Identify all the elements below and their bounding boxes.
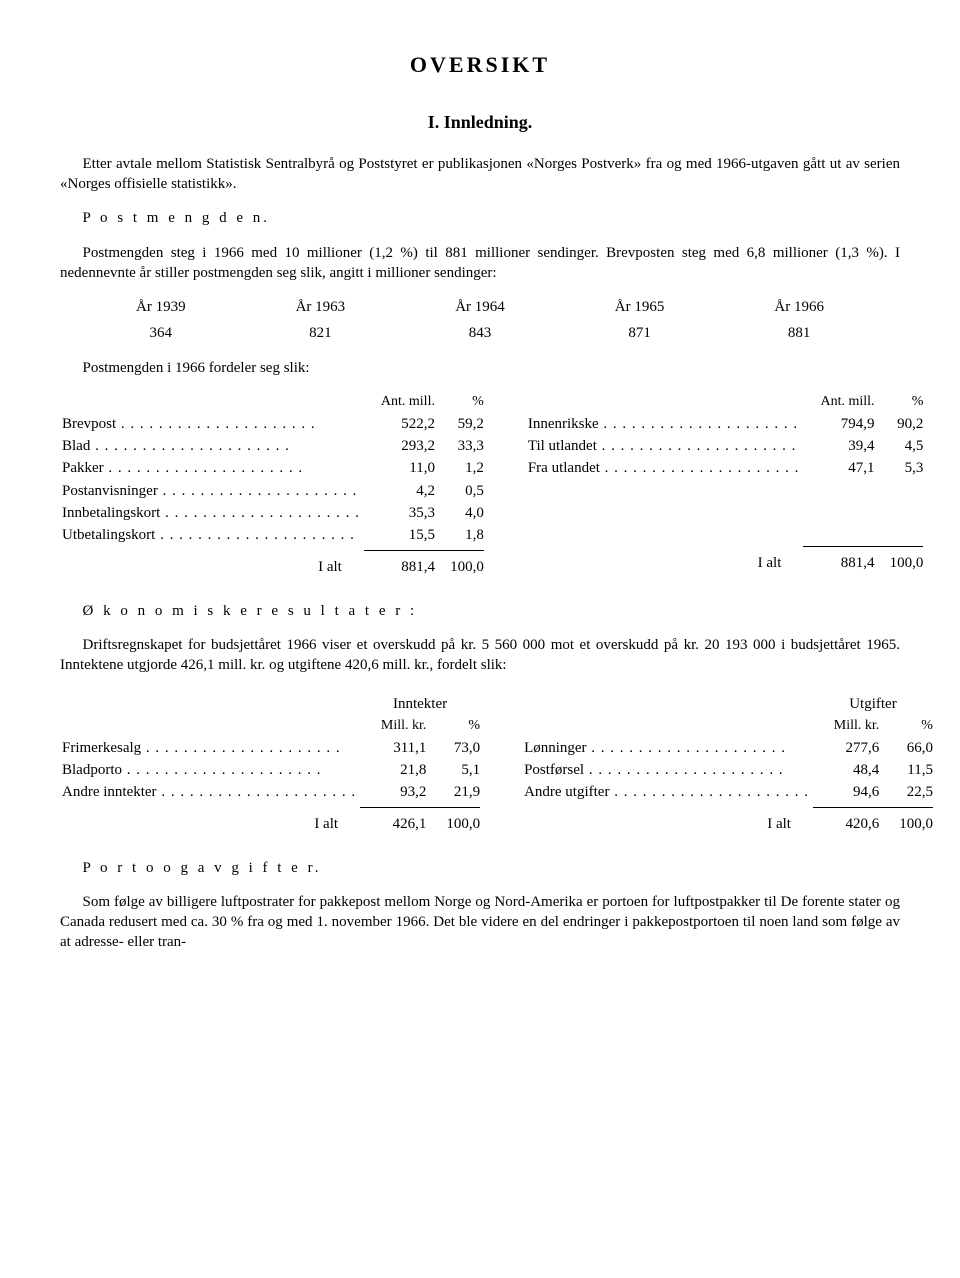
col-hdr: Ant. mill.: [801, 392, 876, 413]
okon-heading: Ø k o n o m i s k e r e s u l t a t e r …: [60, 601, 900, 621]
porto-heading: P o r t o o g a v g i f t e r.: [60, 858, 900, 878]
table-row: Bladporto21,85,1: [60, 759, 482, 781]
table-row: Postanvisninger4,20,5: [60, 480, 486, 502]
okon-left-col: Inntekter Mill. kr.% Frimerkesalg311,173…: [60, 693, 482, 835]
col-hdr: Mill. kr.: [358, 716, 428, 737]
table-row: Innenrikske794,990,2: [526, 413, 926, 435]
col-title: Inntekter: [358, 693, 482, 715]
section-heading: I. Innledning.: [60, 110, 900, 134]
table-row: Brevpost522,259,2: [60, 413, 486, 435]
years-labels-row: År 1939 År 1963 År 1964 År 1965 År 1966: [100, 297, 860, 317]
intro-paragraph: Etter avtale mellom Statistisk Sentralby…: [60, 154, 900, 195]
table-row: Pakker11,01,2: [60, 457, 486, 479]
year-value: 843: [419, 323, 541, 343]
table-row: Lønninger277,666,0: [522, 737, 935, 759]
years-values-row: 364 821 843 871 881: [100, 323, 860, 343]
year-label: År 1966: [738, 297, 860, 317]
breakdown-right-table: Ant. mill.% Innenrikske794,990,2 Til utl…: [526, 392, 926, 574]
total-row: I alt420,6100,0: [522, 813, 935, 835]
col-title: Utgifter: [811, 693, 935, 715]
breakdown-intro: Postmengden i 1966 fordeler seg slik:: [60, 358, 900, 378]
year-value: 881: [738, 323, 860, 343]
year-value: 821: [260, 323, 382, 343]
rule: [360, 807, 480, 809]
okon-para: Driftsregnskapet for budsjettåret 1966 v…: [60, 635, 900, 676]
table-row: Utbetalingskort15,51,8: [60, 524, 486, 546]
postmengden-para: Postmengden steg i 1966 med 10 millioner…: [60, 243, 900, 284]
porto-heading-text: P o r t o o g a v g i f t e r.: [83, 860, 322, 876]
breakdown-left-table: Ant. mill.% Brevpost522,259,2 Blad293,23…: [60, 392, 486, 579]
okon-heading-text: Ø k o n o m i s k e r e s u l t a t e r …: [83, 603, 418, 619]
table-row: Postførsel48,411,5: [522, 759, 935, 781]
okon-right-col: Utgifter Mill. kr.% Lønninger277,666,0 P…: [522, 693, 935, 835]
col-hdr: Mill. kr.: [811, 716, 881, 737]
total-row: I alt881,4100,0: [60, 556, 486, 578]
okon-left-table: Inntekter Mill. kr.% Frimerkesalg311,173…: [60, 693, 482, 835]
year-label: År 1939: [100, 297, 222, 317]
postmengden-breakdown: Ant. mill.% Brevpost522,259,2 Blad293,23…: [60, 392, 900, 579]
postmengden-heading-text: P o s t m e n g d e n.: [83, 210, 271, 226]
table-row: Andre inntekter93,221,9: [60, 781, 482, 803]
table-row: Blad293,233,3: [60, 435, 486, 457]
porto-para: Som følge av billigere luftpostrater for…: [60, 892, 900, 953]
year-value: 364: [100, 323, 222, 343]
breakdown-right-col: Ant. mill.% Innenrikske794,990,2 Til utl…: [526, 392, 926, 579]
okon-breakdown: Inntekter Mill. kr.% Frimerkesalg311,173…: [60, 693, 900, 835]
col-hdr: %: [437, 392, 486, 413]
col-hdr: %: [428, 716, 482, 737]
table-row: Til utlandet39,44,5: [526, 435, 926, 457]
table-row: Andre utgifter94,622,5: [522, 781, 935, 803]
year-label: År 1963: [260, 297, 382, 317]
rule: [813, 807, 933, 809]
table-row: Fra utlandet47,15,3: [526, 457, 926, 479]
year-value: 871: [579, 323, 701, 343]
postmengden-heading: P o s t m e n g d e n.: [60, 208, 900, 228]
table-row: Innbetalingskort35,34,0: [60, 502, 486, 524]
col-hdr: %: [881, 716, 935, 737]
rule: [803, 546, 923, 548]
okon-right-table: Utgifter Mill. kr.% Lønninger277,666,0 P…: [522, 693, 935, 835]
year-label: År 1964: [419, 297, 541, 317]
table-row: Frimerkesalg311,173,0: [60, 737, 482, 759]
year-label: År 1965: [579, 297, 701, 317]
breakdown-left-col: Ant. mill.% Brevpost522,259,2 Blad293,23…: [60, 392, 486, 579]
col-hdr: %: [877, 392, 926, 413]
rule: [364, 550, 484, 552]
page-title: OVERSIKT: [60, 50, 900, 80]
col-hdr: Ant. mill.: [362, 392, 437, 413]
total-row: I alt426,1100,0: [60, 813, 482, 835]
total-row: I alt881,4100,0: [526, 552, 926, 574]
